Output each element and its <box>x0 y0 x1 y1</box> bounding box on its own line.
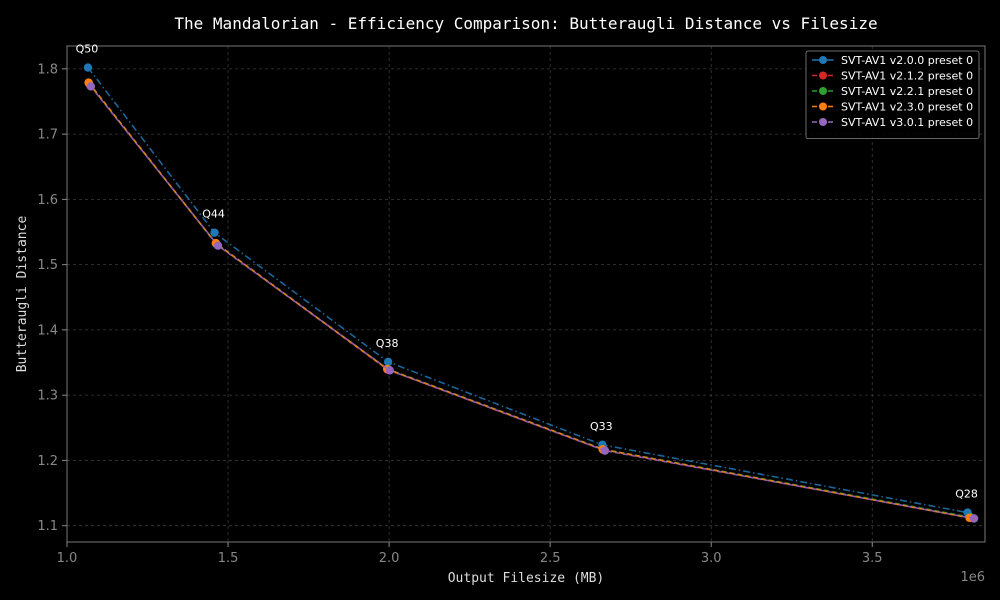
legend-marker <box>819 56 827 64</box>
legend-label: SVT-AV1 v3.0.1 preset 0 <box>841 116 973 129</box>
quality-annotation: Q44 <box>202 208 225 221</box>
series-5 <box>86 82 979 523</box>
quality-annotation: Q50 <box>76 43 99 56</box>
x-tick-label: 3.5 <box>862 551 883 566</box>
y-tick-label: 1.2 <box>37 454 58 469</box>
data-point <box>210 228 219 237</box>
quality-annotation: Q33 <box>590 420 613 433</box>
point-annotations: Q50 Q44 Q38 Q33 Q28 <box>76 43 978 501</box>
y-tick-label: 1.7 <box>37 128 58 143</box>
data-point <box>86 82 96 91</box>
x-axis-label: Output Filesize (MB) <box>448 571 605 586</box>
data-point <box>213 241 223 250</box>
legend-marker <box>819 71 827 80</box>
legend-entry: SVT-AV1 v2.1.2 preset 0 <box>812 70 973 83</box>
data-point <box>385 366 394 375</box>
x-tick-label: 3.0 <box>701 551 722 566</box>
axis-ticks: 1.0 1.5 2.0 2.5 3.0 3.5 1.1 1.2 1.3 1.4 1.5 1.6 1.7 1… <box>37 62 882 566</box>
legend-entry: SVT-AV1 v2.2.1 preset 0 <box>812 85 973 98</box>
data-point <box>600 446 610 455</box>
data-point <box>83 63 93 72</box>
legend-marker <box>819 87 827 95</box>
y-tick-label: 1.8 <box>37 62 58 77</box>
series-lines <box>83 63 979 523</box>
legend-label: SVT-AV1 v2.3.0 preset 0 <box>841 101 973 114</box>
legend-entry: SVT-AV1 v2.3.0 preset 0 <box>812 101 973 114</box>
legend-label: SVT-AV1 v2.0.0 preset 0 <box>841 54 973 67</box>
chart-title: The Mandalorian - Efficiency Comparison:… <box>174 14 877 33</box>
legend: SVT-AV1 v2.0.0 preset 0 SVT-AV1 v2.1.2 pr… <box>805 50 980 139</box>
x-tick-label: 2.0 <box>379 551 400 566</box>
plot-frame <box>66 45 986 543</box>
legend-entry: SVT-AV1 v2.0.0 preset 0 <box>812 54 973 67</box>
legend-box <box>805 50 980 139</box>
quality-annotation: Q28 <box>955 488 978 501</box>
x-tick-label: 2.5 <box>540 551 561 566</box>
y-tick-label: 1.4 <box>37 323 58 338</box>
legend-marker <box>819 118 827 126</box>
y-tick-label: 1.5 <box>37 258 58 273</box>
y-tick-label: 1.1 <box>37 519 58 534</box>
legend-marker <box>819 102 827 111</box>
data-point <box>383 357 393 367</box>
x-tick-label: 1.0 <box>57 551 78 566</box>
quality-annotation: Q38 <box>376 337 399 350</box>
y-axis-label: Butteraugli Distance <box>15 216 30 373</box>
legend-label: SVT-AV1 v2.1.2 preset 0 <box>841 70 973 83</box>
y-tick-label: 1.6 <box>37 193 58 208</box>
data-point <box>969 514 979 523</box>
x-tick-label: 1.5 <box>218 551 239 566</box>
y-tick-label: 1.3 <box>37 389 58 404</box>
series-line <box>90 86 975 520</box>
legend-entry: SVT-AV1 v3.0.1 preset 0 <box>812 116 973 129</box>
x-axis-offset-label: 1e6 <box>960 570 985 585</box>
legend-label: SVT-AV1 v2.2.1 preset 0 <box>841 85 973 98</box>
